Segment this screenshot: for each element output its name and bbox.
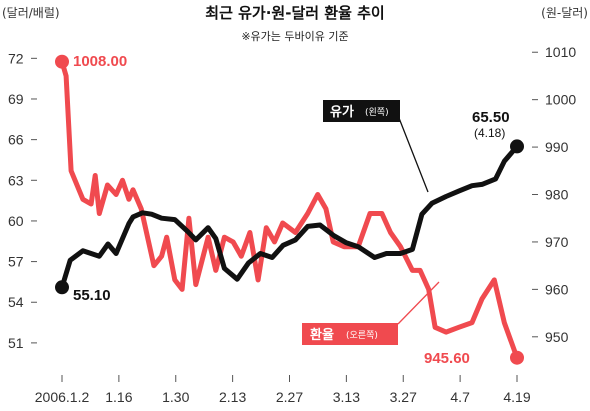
x-tick-label: 4.19	[503, 389, 530, 405]
oil-start-value: 55.10	[73, 287, 111, 304]
x-tick-label: 3.13	[333, 389, 360, 405]
right-tick-label: 970	[545, 234, 569, 250]
left-tick-label: 51	[8, 335, 24, 351]
right-tick-label: 960	[545, 281, 569, 297]
right-axis: 950 960 970 980 990 1000 1010	[532, 44, 576, 345]
x-tick-label: 4.7	[450, 389, 470, 405]
oil-label-sub: (왼쪽)	[365, 107, 389, 118]
right-tick-label: 1010	[545, 44, 576, 60]
x-tick-label: 2.13	[219, 389, 246, 405]
oil-label-pointer	[398, 117, 429, 193]
fx-legend-label: 환율 (오른쪽)	[302, 281, 440, 345]
fx-end-value: 945.60	[424, 350, 470, 367]
fx-start-value: 1008.00	[73, 53, 127, 70]
chart-subtitle: ※유가는 두바이유 기준	[241, 30, 348, 43]
x-tick-label: 3.27	[390, 389, 417, 405]
oil-end-date: (4.18)	[474, 126, 505, 140]
fx-label-sub: (오른쪽)	[346, 330, 378, 341]
x-axis: 2006.1.2 1.16 1.30 2.13 2.27 3.13 3.27 4.7 4.19	[35, 375, 531, 405]
left-axis-unit: (달러/배럴)	[2, 6, 60, 20]
x-tick-label: 1.16	[105, 389, 132, 405]
fx-label-text: 환율	[310, 327, 334, 343]
right-tick-label: 1000	[545, 92, 576, 108]
right-tick-label: 990	[545, 139, 569, 155]
x-tick-label: 1.30	[162, 389, 189, 405]
fx-start-marker	[55, 54, 69, 69]
fx-end-marker	[510, 350, 524, 365]
left-tick-label: 54	[8, 294, 24, 310]
left-tick-label: 63	[8, 172, 24, 188]
oil-price-line	[59, 143, 520, 290]
right-tick-label: 950	[545, 329, 569, 345]
fx-label-box	[302, 323, 398, 345]
oil-end-value: 65.50	[472, 109, 510, 126]
left-tick-label: 60	[8, 213, 24, 229]
exchange-rate-line	[59, 59, 520, 361]
oil-label-text: 유가	[330, 105, 354, 120]
right-axis-unit: (원-달러)	[541, 6, 588, 20]
x-tick-label: 2006.1.2	[35, 389, 90, 405]
right-tick-label: 980	[545, 187, 569, 203]
fx-label-pointer	[397, 281, 440, 325]
left-tick-label: 66	[8, 132, 24, 148]
chart-title: 최근 유가·원-달러 환율 추이	[205, 4, 384, 22]
oil-legend-label: 유가 (왼쪽)	[323, 100, 429, 193]
left-axis: 51 54 57 60 63 66 69 72	[8, 50, 37, 351]
x-tick-label: 2.27	[276, 389, 303, 405]
oil-end-marker	[510, 139, 524, 154]
left-tick-label: 57	[8, 254, 24, 270]
left-tick-label: 69	[8, 91, 24, 107]
oil-start-marker	[55, 280, 69, 295]
chart-header: 최근 유가·원-달러 환율 추이 ※유가는 두바이유 기준	[205, 4, 384, 43]
oil-label-box	[323, 100, 400, 122]
left-tick-label: 72	[8, 50, 24, 66]
series-layer	[55, 54, 524, 365]
